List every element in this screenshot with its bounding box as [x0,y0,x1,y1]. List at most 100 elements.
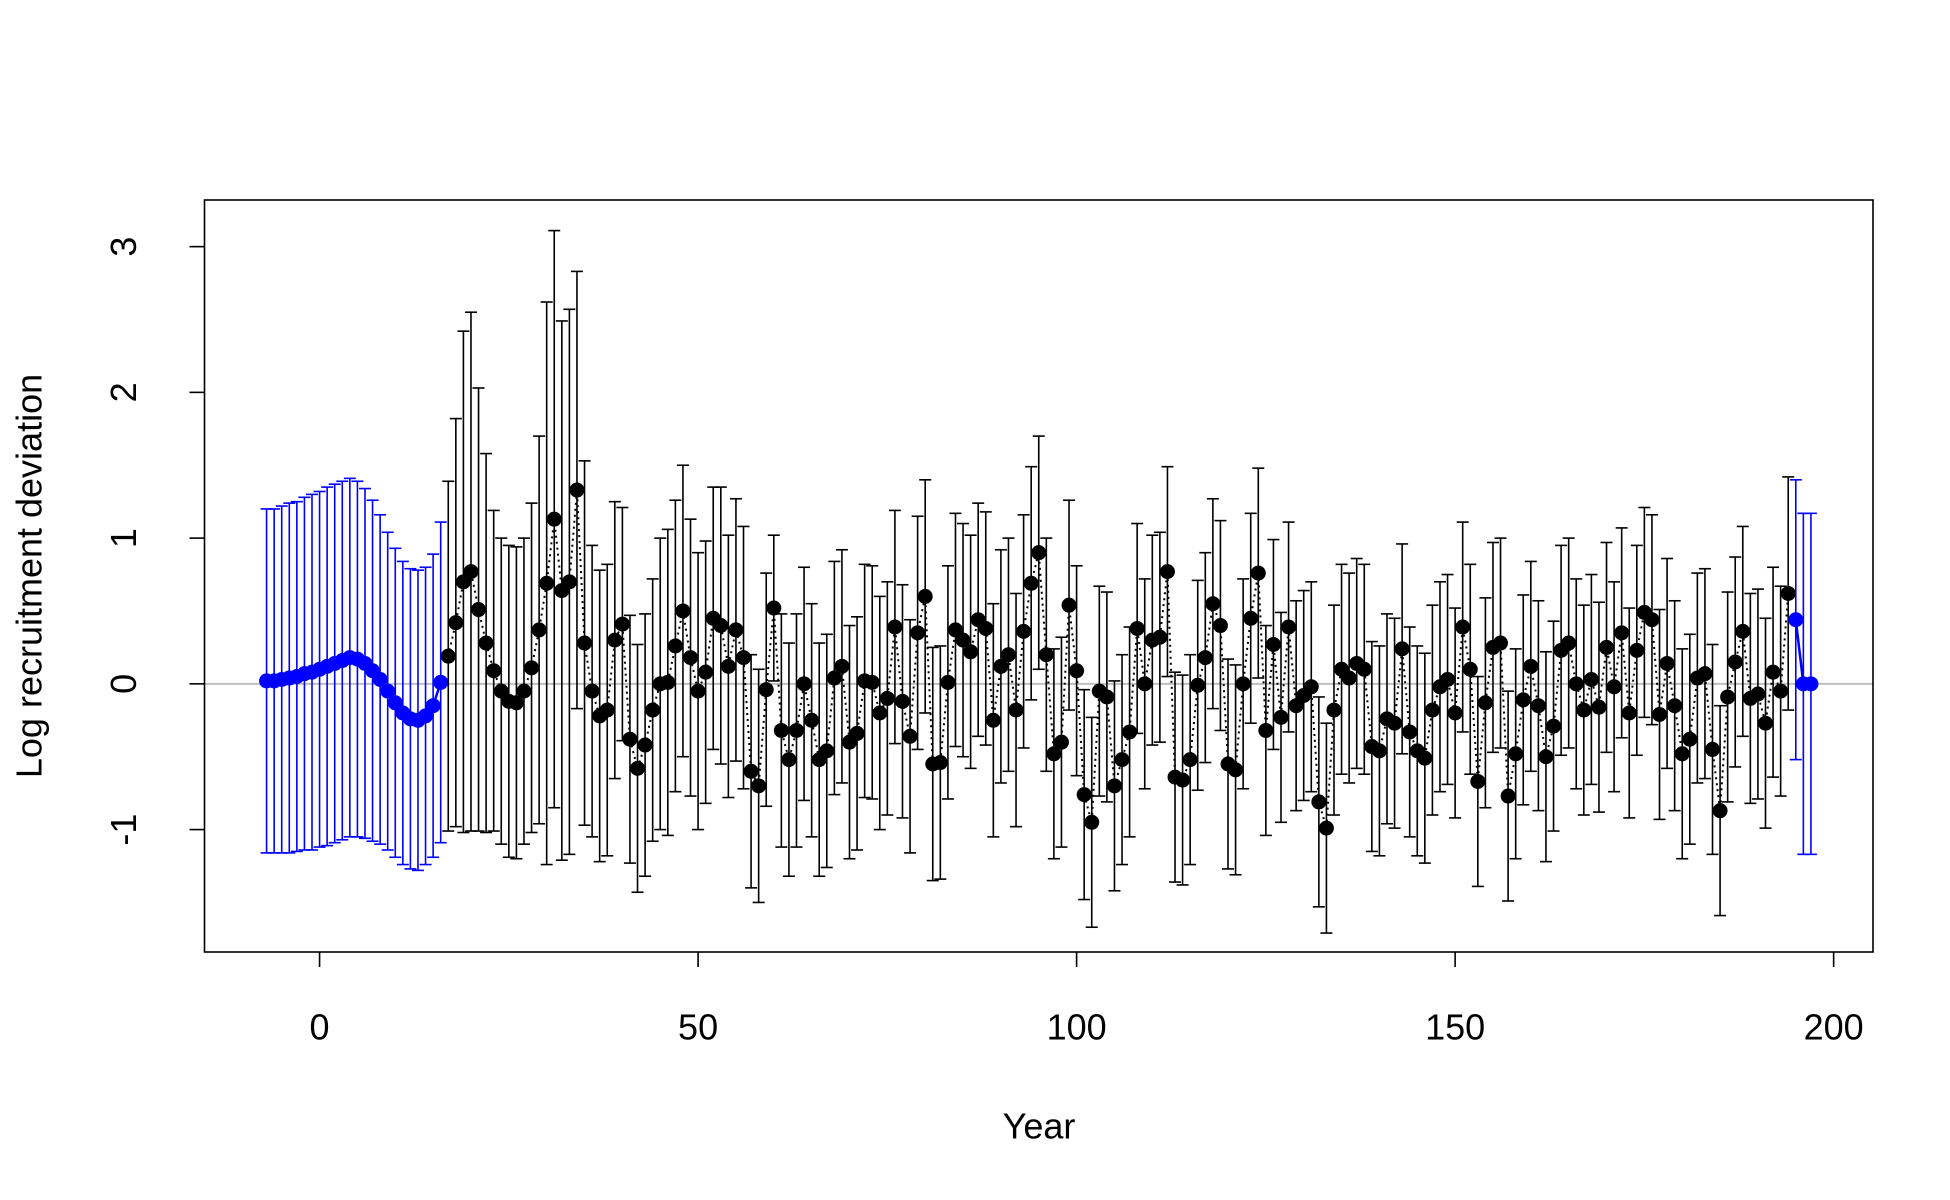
point [788,722,804,738]
y-axis-label: Log recruitment deviation [9,374,50,778]
point [1629,642,1645,658]
point [1424,702,1440,718]
point [751,778,767,794]
point [1727,654,1743,670]
point [1341,670,1357,686]
point [1667,698,1683,714]
point [917,588,933,604]
point [1038,647,1054,663]
point [622,731,638,747]
point [1265,636,1281,652]
point [1712,803,1728,819]
point [1470,773,1486,789]
point [1394,641,1410,657]
point [1326,702,1342,718]
point [1788,612,1804,628]
point [463,564,479,580]
point [1705,741,1721,757]
point [1500,788,1516,804]
series-line [447,489,1790,829]
x-tick-label: 200 [1804,1007,1864,1048]
point [539,575,555,591]
point [1515,692,1531,708]
y-tick-label: 0 [103,674,144,694]
point [1250,565,1266,581]
point [902,728,918,744]
point [569,482,585,498]
point [879,690,895,706]
point [1493,635,1509,651]
point [1243,610,1259,626]
point [508,695,524,711]
point [1538,749,1554,765]
point [940,674,956,690]
point [425,698,441,714]
point [781,752,797,768]
point [1197,650,1213,666]
point [516,683,532,699]
point [1205,596,1221,612]
point [887,619,903,635]
y-tick-label: 1 [103,528,144,548]
point [380,683,396,699]
point [910,625,926,641]
point [1371,743,1387,759]
point [584,683,600,699]
point [637,737,653,753]
point [1387,715,1403,731]
point [1644,612,1660,628]
point [864,674,880,690]
point [1447,705,1463,721]
point [985,712,1001,728]
point [932,755,948,771]
point [1008,702,1024,718]
point [1440,671,1456,687]
point [713,618,729,634]
point [1318,820,1334,836]
point [894,693,910,709]
point [1735,623,1751,639]
point [1599,639,1615,655]
point [1182,752,1198,768]
point [1076,787,1092,803]
point [1122,724,1138,740]
point [955,632,971,648]
plot-frame [203,199,1874,953]
point [1583,671,1599,687]
point [471,602,487,618]
y-tick-label: 3 [103,237,144,257]
y-tick-label: 2 [103,382,144,402]
point [728,622,744,638]
point [667,638,683,654]
point [1477,695,1493,711]
point [1773,683,1789,699]
point [1273,709,1289,725]
point [849,725,865,741]
point [1530,698,1546,714]
point [1137,676,1153,692]
point [1614,625,1630,641]
x-tick-label: 150 [1425,1007,1485,1048]
x-tick-label: 50 [678,1007,718,1048]
point [1099,689,1115,705]
point [1697,666,1713,682]
point [1682,731,1698,747]
point [1258,722,1274,738]
point [1576,702,1592,718]
point [1175,772,1191,788]
point [1053,734,1069,750]
point [448,615,464,631]
point [645,702,661,718]
point [1659,655,1675,671]
point [561,574,577,590]
point [1750,686,1766,702]
point [1621,705,1637,721]
point [796,676,812,692]
point [1114,752,1130,768]
point [743,763,759,779]
point [766,600,782,616]
point [1016,623,1032,639]
point [1281,619,1297,635]
point [577,635,593,651]
point [993,658,1009,674]
